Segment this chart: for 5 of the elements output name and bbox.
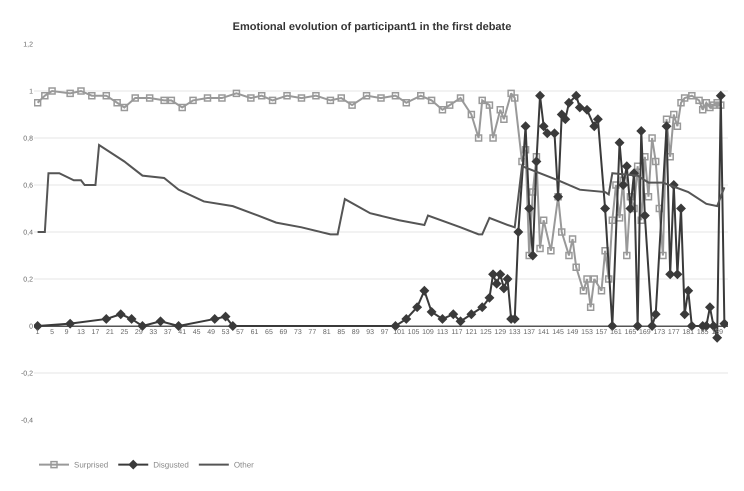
legend-label: Other xyxy=(234,460,254,470)
line-series xyxy=(36,144,726,236)
chart-title: Emotional evolution of participant1 in the first debate xyxy=(232,20,512,33)
legend-label: Disgusted xyxy=(153,460,189,470)
legend-label: Surprised xyxy=(74,460,108,470)
